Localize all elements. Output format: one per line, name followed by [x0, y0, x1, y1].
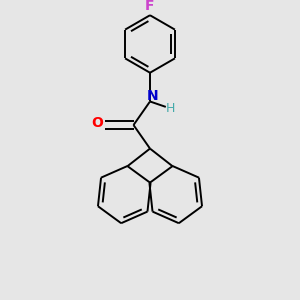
Text: N: N: [147, 89, 159, 103]
Text: O: O: [91, 116, 103, 130]
Text: F: F: [145, 0, 155, 13]
Text: H: H: [166, 102, 175, 115]
